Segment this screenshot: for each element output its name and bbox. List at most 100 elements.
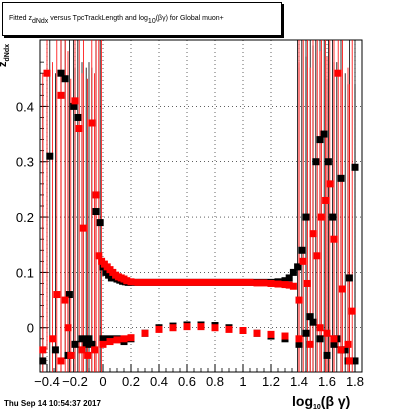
data-point (285, 274, 293, 282)
data-point (67, 351, 75, 359)
data-point (57, 91, 65, 99)
data-point (324, 158, 332, 166)
data-point (74, 113, 82, 121)
data-point (197, 278, 205, 286)
data-point (211, 324, 219, 332)
data-point (306, 313, 314, 321)
data-point (253, 279, 261, 287)
data-point (141, 278, 149, 286)
data-point (61, 75, 69, 83)
data-point (326, 180, 334, 188)
data-point (338, 285, 346, 293)
x-tick-label: 0.6 (178, 374, 196, 389)
data-point (99, 340, 107, 348)
data-point (295, 296, 303, 304)
data-point (53, 291, 61, 299)
data-point (345, 274, 353, 282)
data-point (267, 279, 275, 287)
data-point (316, 324, 324, 332)
x-tick-label: 0 (99, 374, 106, 389)
data-point (204, 278, 212, 286)
data-point (309, 230, 317, 238)
data-point (113, 336, 121, 344)
data-point (51, 346, 59, 354)
data-point (64, 324, 72, 332)
data-point (183, 278, 191, 286)
y-tick-label: 0.3 (16, 155, 34, 170)
data-point (78, 335, 86, 343)
data-point (295, 335, 303, 343)
data-point (183, 323, 191, 331)
data-point (351, 357, 359, 365)
x-tick-label: 1 (239, 374, 246, 389)
data-point (316, 335, 324, 343)
x-tick-label: 0.2 (122, 374, 140, 389)
data-point (141, 329, 149, 337)
data-point (169, 278, 177, 286)
data-point (302, 213, 310, 221)
x-tick-label: 1.4 (290, 374, 308, 389)
data-point (281, 281, 289, 289)
data-point (82, 340, 90, 348)
data-point (317, 213, 325, 221)
data-point (329, 213, 337, 221)
data-point (190, 278, 198, 286)
data-point (57, 357, 65, 365)
data-point (71, 340, 79, 348)
data-point (274, 280, 282, 288)
x-axis-label: log10(β γ) (292, 393, 351, 411)
data-point (39, 357, 47, 365)
data-point (306, 340, 314, 348)
data-point (95, 252, 103, 260)
x-tick-label: 1.8 (346, 374, 364, 389)
data-point (169, 324, 177, 332)
y-tick-label: 0 (27, 321, 34, 336)
data-point (260, 279, 268, 287)
data-point (298, 246, 306, 254)
data-point (84, 351, 92, 359)
data-point (123, 277, 131, 285)
data-point (65, 291, 73, 299)
data-point (330, 335, 338, 343)
data-point (344, 340, 352, 348)
data-point (330, 340, 338, 348)
data-point (246, 278, 254, 286)
data-point (303, 279, 311, 287)
data-point (302, 329, 310, 337)
y-tick-label: 0.4 (16, 99, 34, 114)
data-point (334, 69, 342, 77)
y-tick-label: 0.2 (16, 210, 34, 225)
data-point (148, 278, 156, 286)
data-point (120, 335, 128, 343)
data-point (39, 346, 47, 354)
x-tick-label: 0.8 (206, 374, 224, 389)
data-point (70, 102, 78, 110)
data-point (43, 69, 51, 77)
data-point (127, 334, 135, 342)
data-point (294, 263, 302, 271)
y-tick-label: 0.1 (16, 265, 34, 280)
data-point (239, 327, 247, 334)
data-point (176, 278, 184, 286)
y-axis-label: zdNdx (0, 44, 11, 67)
data-point (197, 323, 205, 331)
x-tick-label: 1.2 (262, 374, 280, 389)
data-point (322, 196, 330, 204)
data-point (88, 119, 96, 127)
data-point (313, 252, 321, 260)
data-point (78, 346, 86, 354)
data-point (96, 219, 104, 227)
data-point (320, 130, 328, 138)
data-point (92, 208, 100, 216)
data-point (285, 281, 293, 289)
data-point (225, 278, 233, 286)
data-point (75, 125, 83, 133)
data-point (289, 268, 297, 276)
data-point (99, 335, 107, 343)
data-point (57, 69, 65, 77)
data-point (281, 277, 289, 285)
data-point (155, 278, 163, 286)
x-tick-label: −0.2 (62, 374, 88, 389)
data-point (218, 278, 226, 286)
